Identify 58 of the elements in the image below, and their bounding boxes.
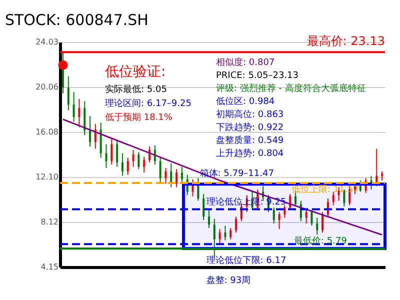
candlestick [126, 157, 129, 176]
annotation: 低位验证: [105, 64, 166, 80]
ref-line-label: 理论低位下限: 6.17 [206, 255, 286, 266]
annotation: 低位区: 0.984 [216, 96, 275, 107]
annotation: PRICE: 5.05–23.13 [216, 71, 299, 81]
y-tick-label: 12.10 [36, 172, 58, 182]
annotation: 初期高位: 0.863 [216, 109, 284, 120]
candlestick [332, 191, 334, 206]
annotation: 实际最低: 5.05 [105, 84, 167, 95]
y-tick-label: 16.08 [36, 127, 58, 136]
candlestick [370, 175, 372, 190]
annotation: 盘整质量: 0.549 [216, 135, 284, 146]
candlestick [230, 227, 232, 240]
candlestick [159, 157, 162, 184]
candlestick [218, 228, 221, 244]
candlestick [132, 149, 134, 168]
annotation: 相似度: 0.807 [216, 57, 275, 68]
candlestick [310, 209, 313, 226]
y-tick-label: 8.12 [40, 218, 58, 227]
text: 盘整: 93周 [206, 275, 251, 286]
candlestick [202, 194, 205, 221]
candlestick [72, 92, 75, 122]
candlestick [278, 212, 280, 230]
candlestick [305, 208, 308, 224]
candlestick [84, 100, 86, 136]
annotation: 理论区间: 6.17–9.25 [105, 98, 192, 109]
candlestick [138, 152, 140, 170]
chart-title: STOCK: 600847.SH [5, 11, 148, 29]
annotation: 下跌趋势: 0.922 [216, 122, 284, 133]
y-tick-label: 4.15 [40, 262, 58, 272]
y-tick-label: 20.06 [36, 82, 58, 92]
candlestick [116, 139, 118, 168]
candlestick [105, 144, 108, 168]
candlestick [235, 216, 238, 233]
candlestick [322, 212, 324, 233]
candlestick [67, 76, 70, 111]
candlestick [100, 122, 102, 158]
candlestick [164, 167, 167, 184]
candlestick [78, 98, 80, 128]
candlestick [176, 168, 178, 188]
annotation: 评级: 强烈推荐 - 高度符合大弧底特征 [216, 83, 366, 94]
candlestick [121, 152, 124, 176]
candlestick [197, 178, 200, 202]
annotation: 低于预期 18.1% [105, 112, 173, 123]
candlestick [381, 170, 384, 181]
candlestick [284, 204, 286, 218]
candlestick [316, 217, 318, 236]
candlestick [224, 225, 226, 241]
candlestick [208, 209, 210, 228]
candlestick [180, 166, 183, 184]
annotation: 上升趋势: 0.804 [216, 148, 284, 159]
candlestick [110, 138, 113, 166]
candlestick [272, 207, 275, 224]
candlestick [89, 115, 92, 147]
candlestick [143, 156, 146, 173]
y-tick-label: 24.03 [36, 38, 58, 46]
ref-line-label: 最高价: 23.13 [306, 34, 385, 48]
candlestick [359, 180, 362, 192]
